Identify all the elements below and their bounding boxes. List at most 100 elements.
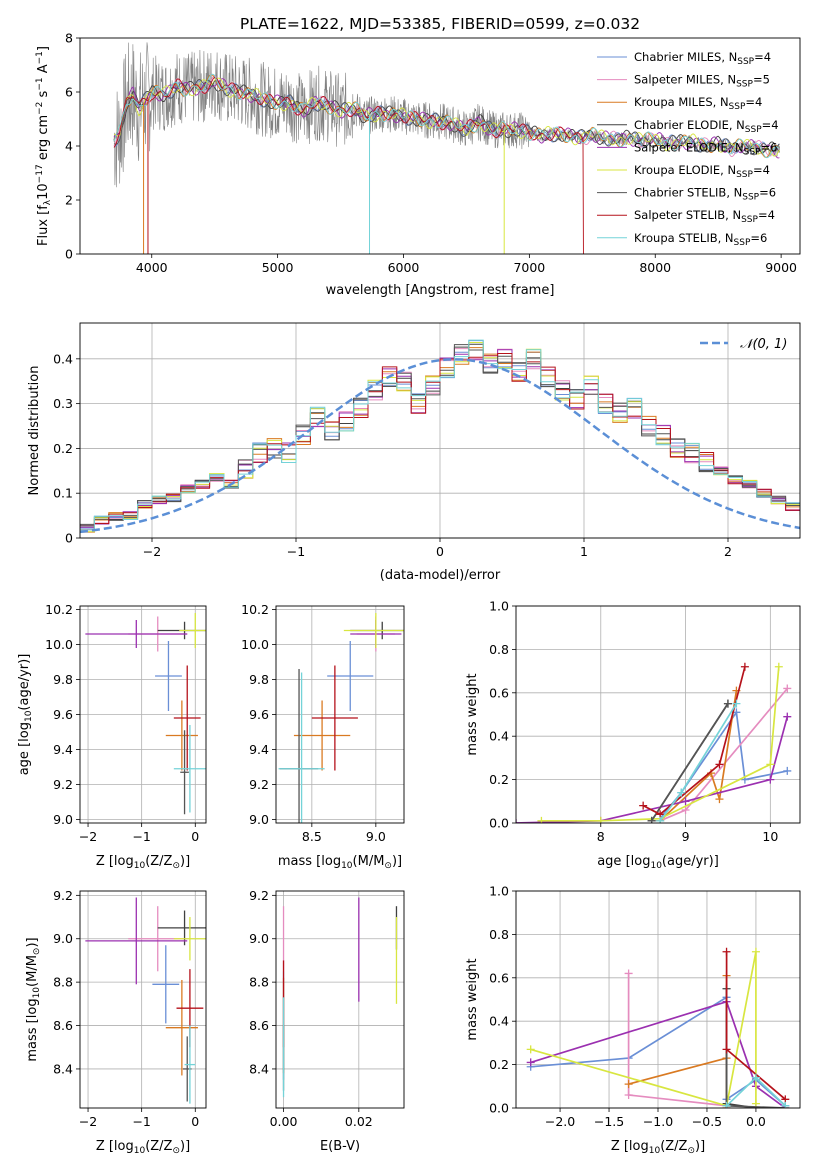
weight-series-kroupa-miles-marker (624, 1080, 633, 1089)
weight-series-salpeter-stelib-marker (715, 760, 724, 769)
y-tick-label: 0.0 (489, 816, 509, 831)
y-axis-label-part: λ (43, 199, 53, 205)
plot-area (278, 613, 404, 823)
x-tick-label: 0 (191, 829, 199, 844)
x-tick-label: −1 (287, 544, 305, 559)
legend-label: Chabrier ELODIE, NSSP=4 (634, 118, 779, 135)
weight-series-kroupa-stelib-marker (722, 1101, 731, 1108)
y-axis-label: Normed distribution (27, 366, 42, 496)
panel-spectrum: 4000 5000 6000 7000 8000 9000 0 2 4 6 8 wavelength … (35, 31, 801, 298)
weight-series-kroupa-miles-marker (715, 795, 724, 804)
y-tick-label: 0 (65, 247, 73, 262)
x-tick-label: 0.02 (345, 1114, 373, 1129)
legend-label-part: =4 (754, 50, 771, 64)
y-tick-label: 9.2 (53, 777, 73, 792)
legend-label-part: SSP (734, 238, 751, 248)
legend-label: Salpeter STELIB, NSSP=4 (634, 208, 775, 225)
x-tick-label: 10 (762, 829, 778, 844)
x-tick-label: −2 (143, 544, 161, 559)
x-axis-label: age [log10(age/yr)] (597, 854, 719, 871)
x-tick-label: −1 (132, 1114, 150, 1129)
weight-series-kroupa-stelib-marker (732, 699, 741, 708)
x-axis-label: wavelength [Angstrom, rest frame] (326, 283, 555, 298)
legend-label-part: Chabrier MILES, N (634, 50, 737, 64)
x-axis-label-part: Z [log (96, 1139, 134, 1154)
x-tick-label: −0.5 (692, 1114, 722, 1129)
y-tick-label: 9.2 (53, 888, 73, 903)
x-axis-label-part: 10 (134, 1146, 146, 1156)
legend-label-part: =5 (753, 73, 770, 87)
y-tick-label: 10.0 (241, 637, 269, 652)
y-tick-label: 2 (65, 193, 73, 208)
legend-label-part: Salpeter STELIB, N (634, 208, 741, 222)
x-tick-label: 9000 (765, 260, 797, 275)
y-axis-label-part: s (36, 90, 51, 101)
y-tick-label: 9.4 (53, 742, 73, 757)
x-tick-label: 5000 (262, 260, 294, 275)
x-axis-label-part: (M/M (353, 854, 385, 869)
y-tick-label: 10.2 (45, 602, 73, 617)
y-tick-label: 9.2 (249, 777, 269, 792)
x-tick-label: 7000 (513, 260, 545, 275)
y-tick-label: 8.4 (53, 1061, 73, 1076)
x-axis-label-part: Z [log (96, 854, 134, 869)
y-tick-label: 8.4 (249, 1061, 269, 1076)
legend-label-part: SSP (745, 125, 762, 135)
weight-series-kroupa-stelib-marker (781, 1101, 790, 1108)
y-tick-label: 0.2 (53, 441, 73, 456)
plot-area (113, 42, 780, 254)
y-axis-label-part: mass [log (25, 998, 40, 1061)
legend-label-part: Chabrier STELIB, N (634, 186, 742, 200)
y-axis-label-part: −2 (35, 102, 45, 115)
y-tick-label: 6 (65, 85, 73, 100)
model-spectrum-kroupa-stelib (113, 73, 780, 159)
weight-series-kroupa-stelib-marker (751, 1073, 760, 1082)
x-axis-label-part: (Z/Z (145, 854, 172, 869)
weight-series-salpeter-elodie (530, 1000, 786, 1108)
x-axis-label: Z [log10(Z/Z⊙)] (96, 854, 190, 871)
y-tick-label: 9.6 (249, 707, 269, 722)
y-tick-label: 9.0 (249, 931, 269, 946)
y-tick-label: 4 (65, 139, 73, 154)
panel-mass-vs-ebv: 0.00 0.02 8.4 8.6 8.8 9.0 9.2 E(B-V) (249, 888, 405, 1154)
weight-series-chabrier-stelib (650, 703, 729, 822)
x-tick-label: 9 (682, 829, 690, 844)
plot-area (80, 339, 800, 534)
y-tick-label: 0.1 (53, 486, 73, 501)
panel-mass-vs-Z: −2 −1 08.48.68.89.09.2Z [log10(Z/Z⊙)]mass … (25, 888, 207, 1156)
x-tick-label: −2 (79, 1114, 97, 1129)
x-tick-label: 9.0 (366, 829, 386, 844)
x-tick-label: −1.0 (643, 1114, 673, 1129)
x-tick-label: −1 (132, 829, 150, 844)
axes-border (515, 605, 801, 824)
y-axis-label-part: 10 (36, 183, 51, 200)
weight-series-salpeter-miles-marker (624, 969, 633, 978)
plot-area (85, 897, 206, 1104)
x-axis-label-part: 10 (134, 861, 146, 871)
weight-series-chabrier-miles-marker (783, 766, 792, 775)
weight-series-kroupa-elodie-marker (596, 816, 605, 823)
gaussian-curve (80, 358, 800, 534)
y-tick-label: 1.0 (489, 599, 509, 614)
y-tick-label: 0.2 (489, 1057, 509, 1072)
weight-series-kroupa-elodie-marker (537, 816, 546, 823)
x-axis-label: E(B-V) (320, 1139, 360, 1154)
x-axis-label-part: ⊙ (384, 861, 392, 871)
weight-series-salpeter-miles-marker (624, 1090, 633, 1099)
legend-label-part: Kroupa STELIB, N (634, 231, 734, 245)
legend-label-part: Salpeter ELODIE, N (634, 140, 744, 154)
x-axis-label-part: age [log (597, 854, 650, 869)
y-tick-label: 9.0 (53, 812, 73, 827)
y-tick-label: 8.8 (53, 975, 73, 990)
legend-label: Salpeter MILES, NSSP=5 (634, 73, 770, 90)
histogram-kroupa-stelib (80, 339, 800, 531)
plot-area (526, 947, 790, 1108)
weight-series-kroupa-miles (659, 690, 738, 822)
legend-label: Chabrier STELIB, NSSP=6 (634, 186, 776, 203)
y-tick-label: 9.6 (53, 707, 73, 722)
y-tick-label: 8.6 (53, 1018, 73, 1033)
legend: Chabrier MILES, N SSP =4 Salpeter MILES, NS… (597, 50, 779, 248)
x-axis-label-part: )] (180, 854, 190, 869)
